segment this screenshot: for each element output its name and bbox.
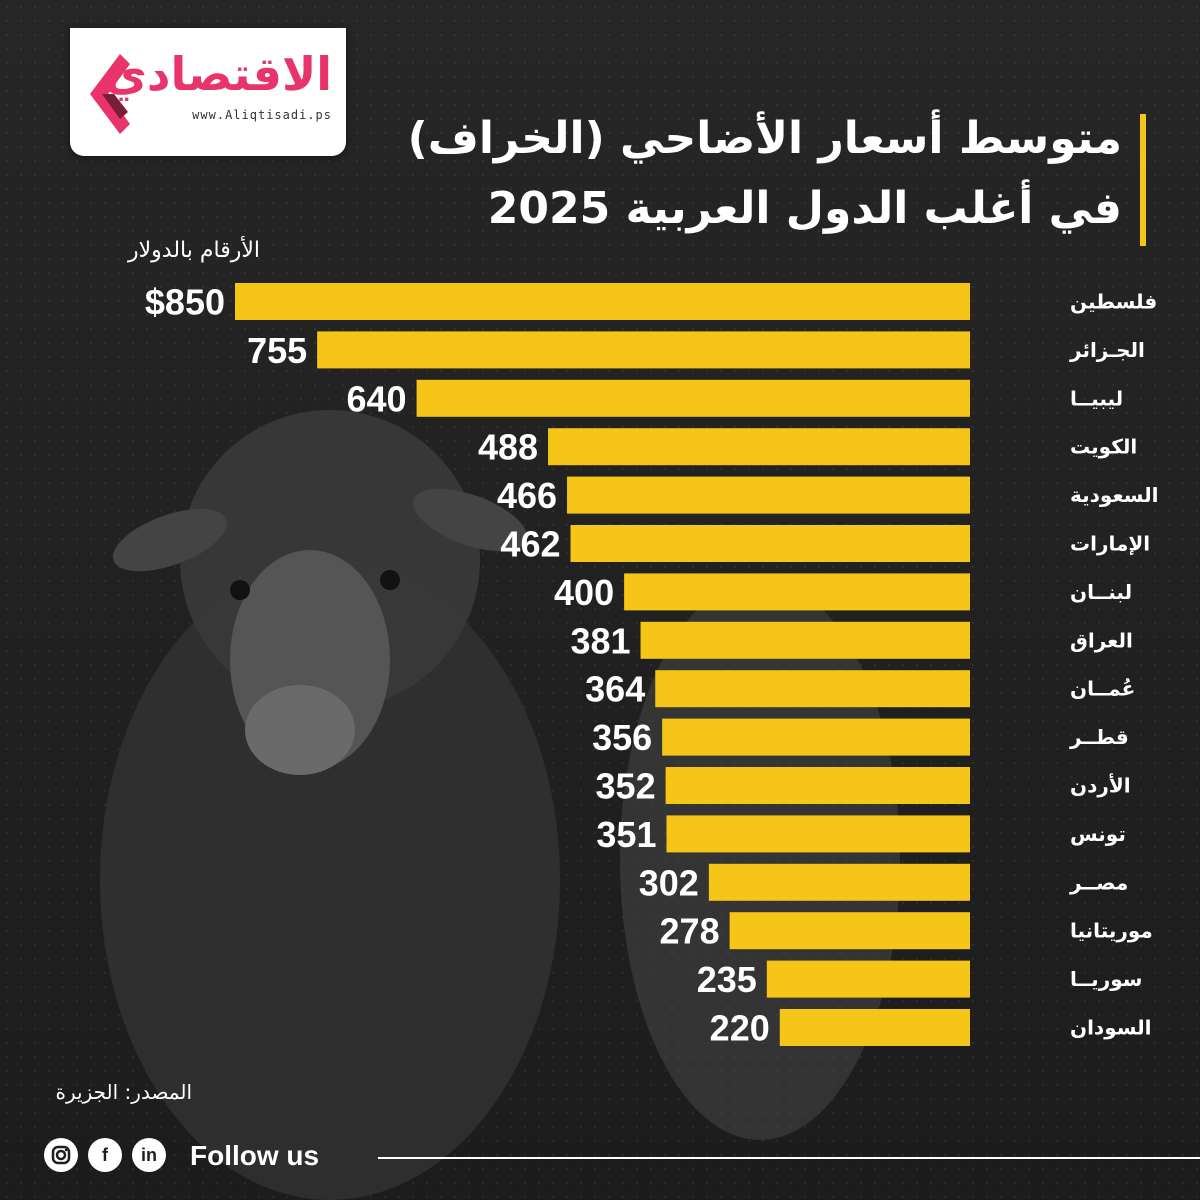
bar-4 (567, 476, 970, 514)
country-label-4: السعودية (1070, 483, 1158, 507)
value-label-6: 400 (554, 572, 614, 613)
value-label-8: 364 (585, 669, 645, 710)
bar-9 (662, 718, 970, 756)
country-label-15: السودان (1070, 1016, 1151, 1040)
country-label-12: مصــر (1069, 870, 1128, 894)
bar-8 (655, 670, 970, 708)
instagram-icon[interactable] (44, 1138, 78, 1172)
value-label-15: 220 (710, 1008, 770, 1049)
value-label-0: $850 (145, 282, 225, 323)
country-label-11: تونس (1070, 822, 1126, 846)
country-label-6: لبنــان (1070, 580, 1132, 604)
chart-title-line-2: في أغلب الدول العربية 2025 (487, 183, 1122, 234)
value-label-1: 755 (247, 330, 307, 371)
value-label-7: 381 (570, 620, 630, 661)
title-accent-bar (1140, 114, 1146, 246)
value-label-9: 356 (592, 717, 652, 758)
logo-icon (90, 54, 130, 134)
unit-note: الأرقام بالدولار (128, 238, 260, 263)
value-label-3: 488 (478, 427, 538, 468)
brand-name: الاقتصادي (104, 47, 332, 101)
bar-11 (666, 815, 970, 853)
country-label-1: الجـزائر (1069, 338, 1145, 362)
follow-us-label: Follow us (190, 1140, 320, 1171)
bar-14 (766, 960, 970, 998)
country-label-10: الأردن (1070, 773, 1131, 798)
country-label-13: موريتانيا (1070, 919, 1153, 943)
linkedin-icon[interactable]: in (132, 1138, 166, 1172)
facebook-icon[interactable]: f (88, 1138, 122, 1172)
bar-3 (548, 428, 970, 466)
value-label-13: 278 (660, 911, 720, 952)
country-label-2: ليبيــا (1070, 386, 1123, 410)
bar-1 (317, 331, 970, 369)
country-label-14: سوريــا (1070, 967, 1142, 991)
bar-12 (708, 863, 970, 901)
footer-divider (378, 1157, 1200, 1159)
brand-logo[interactable]: الاقتصادي www.Aliqtisadi.ps (70, 28, 346, 156)
bar-10 (665, 767, 970, 804)
bar-0 (235, 283, 970, 320)
bar-6 (624, 573, 970, 611)
chart-title-line-1: متوسط أسعار الأضاحي (الخراف) (407, 113, 1122, 164)
country-label-8: عُمــان (1070, 677, 1135, 701)
value-label-11: 351 (596, 814, 656, 855)
country-label-0: فلسطين (1070, 290, 1157, 314)
brand-url: www.Aliqtisadi.ps (192, 108, 332, 122)
bar-2 (416, 379, 970, 417)
value-label-2: 640 (347, 378, 407, 419)
value-label-5: 462 (500, 524, 560, 565)
country-label-3: الكويت (1070, 435, 1137, 459)
bar-7 (640, 621, 970, 659)
bar-13 (729, 912, 970, 950)
source-credit: المصدر: الجزيرة (55, 1080, 192, 1104)
country-label-5: الإمارات (1070, 532, 1150, 556)
country-label-9: قطــر (1069, 725, 1129, 749)
value-label-12: 302 (639, 862, 699, 903)
value-label-4: 466 (497, 475, 557, 516)
bar-15 (779, 1009, 970, 1046)
value-label-14: 235 (697, 959, 757, 1000)
country-label-7: العراق (1070, 628, 1133, 652)
bar-5 (570, 525, 970, 562)
value-label-10: 352 (596, 766, 656, 807)
